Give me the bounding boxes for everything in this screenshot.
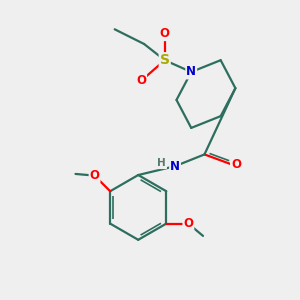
Text: H: H <box>158 158 166 168</box>
Text: O: O <box>160 27 170 40</box>
Text: O: O <box>183 217 194 230</box>
Text: O: O <box>90 169 100 182</box>
Text: O: O <box>136 74 146 87</box>
Text: N: N <box>186 65 196 79</box>
Text: S: S <box>160 53 170 67</box>
Text: O: O <box>231 158 241 171</box>
Text: N: N <box>170 160 180 173</box>
